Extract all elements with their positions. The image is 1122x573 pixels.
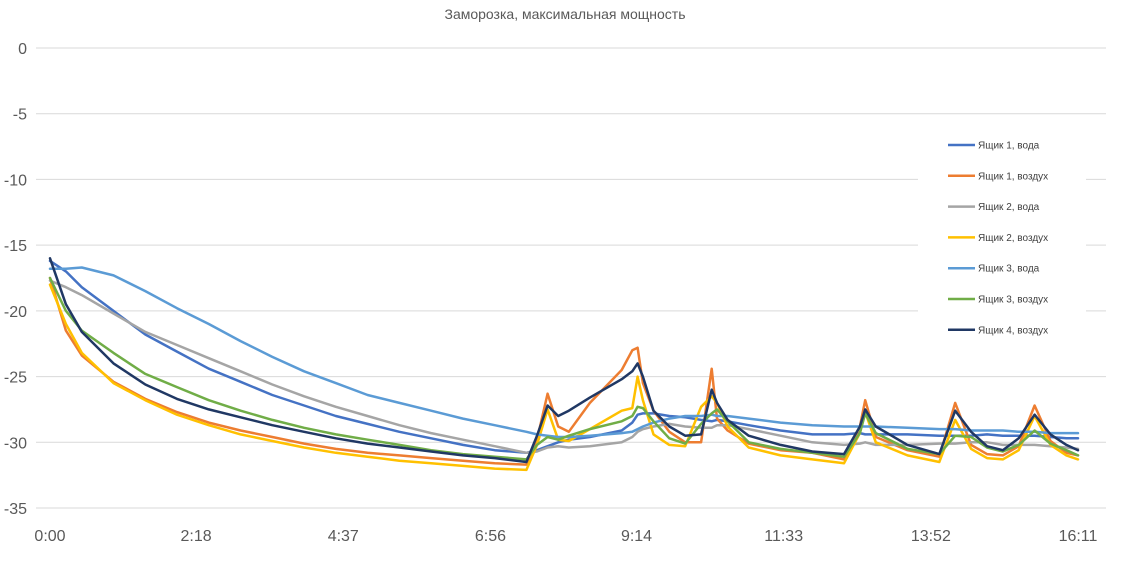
y-tick-label: -25 xyxy=(4,370,27,387)
x-tick-label: 6:56 xyxy=(475,528,506,545)
series-line xyxy=(48,276,1080,466)
series-lines xyxy=(48,257,1080,472)
series-line xyxy=(48,257,1080,464)
x-tick-label: 2:18 xyxy=(181,528,212,545)
legend-box xyxy=(918,128,1086,348)
series-line xyxy=(48,276,1080,461)
x-tick-label: 9:14 xyxy=(621,528,652,545)
y-tick-label: -30 xyxy=(4,435,27,452)
y-tick-label: -5 xyxy=(13,107,27,124)
legend-label: Ящик 3, вода xyxy=(978,264,1040,275)
y-tick-label: 0 xyxy=(18,41,27,58)
y-tick-label: -35 xyxy=(4,501,27,518)
x-tick-label: 4:37 xyxy=(328,528,359,545)
x-axis-ticks: 0:00 2:18 4:37 6:56 9:14 11:33 13:52 16:11 xyxy=(34,528,1097,545)
legend-label: Ящик 3, воздух xyxy=(978,295,1048,306)
y-tick-label: -15 xyxy=(4,238,27,255)
legend-label: Ящик 2, вода xyxy=(978,202,1040,213)
y-tick-label: -20 xyxy=(4,304,27,321)
legend: Ящик 1, вода Ящик 1, воздух Ящик 2, вода Ящ… xyxy=(918,128,1086,348)
series-line xyxy=(48,283,1080,472)
legend-label: Ящик 1, вода xyxy=(978,141,1040,152)
x-tick-label: 11:33 xyxy=(764,528,803,545)
x-tick-label: 13:52 xyxy=(911,528,951,545)
y-tick-label: -10 xyxy=(4,172,27,189)
legend-label: Ящик 4, воздух xyxy=(978,325,1048,336)
legend-label: Ящик 2, воздух xyxy=(978,233,1048,244)
x-tick-label: 0:00 xyxy=(34,528,65,545)
x-tick-label: 16:11 xyxy=(1059,528,1098,545)
series-line xyxy=(48,266,1080,439)
chart-title: Заморозка, максимальная мощность xyxy=(444,6,686,22)
legend-label: Ящик 1, воздух xyxy=(978,171,1048,182)
y-axis-ticks: 0 -5 -10 -15 -20 -25 -30 -35 xyxy=(4,41,27,518)
